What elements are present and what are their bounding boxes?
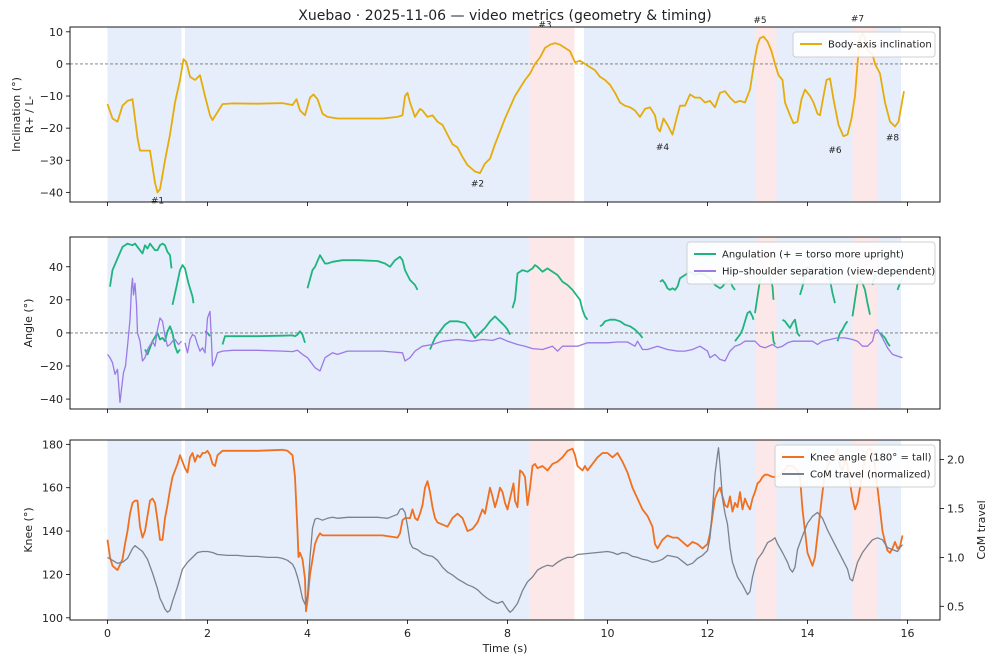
- series-line-ang: [511, 264, 589, 321]
- x-tick-label: 4: [304, 627, 311, 640]
- blue-phase-span: [185, 440, 529, 620]
- y-right-tick-label: 2.0: [947, 454, 965, 467]
- event-annotation: #8: [886, 133, 900, 143]
- legend-label: CoM travel (normalized): [810, 470, 931, 481]
- series-line-hip: [184, 310, 903, 372]
- y-right-axis-label: CoM travel: [975, 500, 988, 559]
- legend-label: Angulation (+ = torso more upright): [722, 250, 904, 261]
- y-tick-label: −30: [40, 154, 63, 167]
- x-tick-label: 12: [701, 627, 715, 640]
- y-axis-label: Inclination (°): [10, 77, 23, 152]
- series-line-ang: [204, 330, 211, 337]
- blue-phase-span: [584, 27, 756, 202]
- series-line-incl: [106, 32, 905, 194]
- legend-box: [792, 31, 936, 58]
- legend-box: [774, 444, 936, 488]
- series-line-hip: [106, 277, 182, 404]
- axes-frame: [69, 236, 941, 410]
- series-line-ang: [734, 310, 755, 342]
- blue-phase-span: [107, 237, 182, 409]
- y-tick-label: −10: [40, 90, 63, 103]
- y-tick-label: −40: [40, 393, 63, 406]
- y-tick-label: 180: [42, 438, 63, 451]
- series-line-com: [107, 447, 903, 613]
- series-line-ang: [599, 318, 644, 339]
- series-line-ang: [306, 254, 419, 291]
- panel-angle: 40 20 0 −20 −40 Angle (°) Angulation (+ = tors…: [22, 236, 941, 413]
- panel-incl: 10 0 −10 −20 −30 −40 Inclination (°) R+ / L- #1 #…: [10, 15, 941, 207]
- y-tick-label: 40: [49, 261, 63, 274]
- y-tick-label: 140: [42, 525, 63, 538]
- axes-frame: [69, 26, 941, 203]
- y-right-tick-label: 1.5: [947, 502, 965, 515]
- y-tick-label: 120: [42, 568, 63, 581]
- series-group: [106, 32, 905, 194]
- legend: Body-axis inclination: [792, 31, 936, 58]
- red-phase-span: [529, 440, 575, 620]
- y-tick-label: 100: [42, 612, 63, 625]
- legend-label: Knee angle (180° = tall): [810, 453, 932, 464]
- event-annotation: #2: [471, 180, 484, 190]
- x-tick-label: 6: [404, 627, 411, 640]
- x-tick-label: 0: [104, 627, 111, 640]
- legend-box: [686, 241, 936, 285]
- legend: Angulation (+ = torso more upright) Hip–s…: [686, 241, 936, 285]
- series-group: [106, 447, 904, 613]
- event-annotation: #5: [753, 16, 766, 26]
- y-right-tick-label: 0.5: [947, 600, 965, 613]
- y-tick-label: 10: [49, 26, 63, 39]
- x-tick-label: 2: [204, 627, 211, 640]
- event-annotation: #4: [656, 143, 670, 153]
- legend-label: Body-axis inclination: [828, 40, 932, 51]
- y-axis-label: Knee (°): [22, 507, 35, 552]
- event-annotation: #6: [828, 146, 842, 156]
- x-tick-label: 16: [901, 627, 915, 640]
- series-line-ang: [782, 318, 801, 337]
- legend-label: Hip–shoulder separation (view-dependent): [722, 267, 935, 278]
- red-phase-span: [756, 27, 777, 202]
- panel-knee: 180 160 140 120 100 2.0 1.5 1.0 0.5 CoM travel 0 2 4…: [22, 438, 988, 655]
- y-tick-label: −40: [40, 186, 63, 199]
- series-line-ang: [221, 330, 306, 345]
- blue-phase-span: [185, 27, 529, 202]
- red-phase-span: [756, 440, 777, 620]
- red-phase-span: [529, 27, 575, 202]
- x-tick-label: 10: [601, 627, 615, 640]
- y-tick-label: −20: [40, 360, 63, 373]
- series-line-ang: [171, 264, 195, 305]
- event-annotation: #7: [851, 15, 864, 25]
- y-tick-label: 0: [56, 58, 63, 71]
- y-tick-label: 0: [56, 327, 63, 340]
- series-line-ang: [109, 242, 173, 287]
- y-right-tick-label: 1.0: [947, 551, 965, 564]
- chart-title: Xuebao · 2025-11-06 — video metrics (geo…: [298, 8, 712, 24]
- blue-phase-span: [584, 440, 756, 620]
- series-line-ang: [429, 315, 511, 350]
- x-axis-label: Time (s): [482, 642, 528, 655]
- series-group: [106, 242, 904, 404]
- blue-phase-span: [877, 27, 901, 202]
- y-tick-label: −20: [40, 122, 63, 135]
- y-axis-label: R+ / L-: [23, 96, 36, 133]
- axes-frame: [69, 439, 941, 621]
- blue-phase-span: [185, 237, 529, 409]
- event-annotation: #1: [151, 197, 164, 207]
- y-axis-label: Angle (°): [22, 299, 35, 348]
- y-tick-label: 160: [42, 482, 63, 495]
- series-line-knee: [106, 447, 904, 613]
- series-line-ang: [879, 332, 891, 347]
- event-annotation: #3: [538, 20, 551, 30]
- red-phase-span: [529, 237, 575, 409]
- series-line-ang: [771, 331, 776, 345]
- blue-phase-span: [107, 27, 182, 202]
- legend: Knee angle (180° = tall) CoM travel (norm…: [774, 444, 936, 488]
- x-tick-label: 14: [801, 627, 815, 640]
- x-tick-label: 8: [504, 627, 511, 640]
- y-tick-label: 20: [49, 294, 63, 307]
- series-line-ang: [836, 320, 849, 342]
